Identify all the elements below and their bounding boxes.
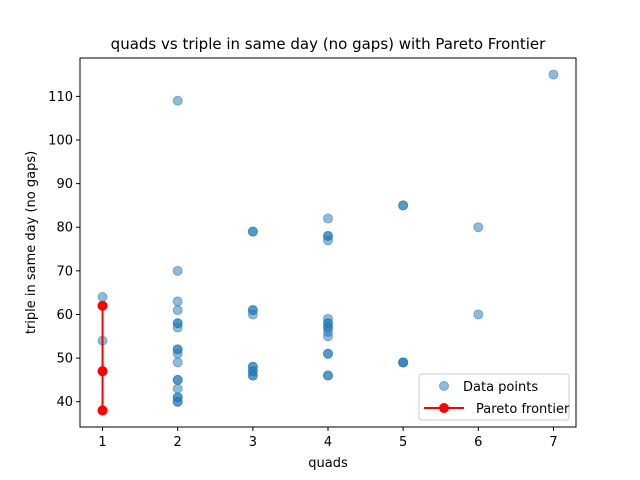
- data-point: [172, 95, 183, 106]
- data-point: [172, 396, 183, 407]
- pareto-point: [97, 300, 108, 311]
- data-point: [473, 222, 484, 233]
- legend: Data points Pareto frontier: [418, 373, 570, 421]
- x-axis-label: quads: [308, 456, 348, 471]
- data-point: [323, 348, 333, 359]
- x-tick-label: 7: [549, 435, 557, 450]
- x-tick-label: 2: [174, 435, 182, 450]
- data-point: [473, 309, 484, 320]
- data-point: [323, 370, 333, 381]
- y-tick-label: 50: [56, 352, 73, 367]
- x-tick-label: 6: [474, 435, 482, 450]
- pareto-point: [97, 366, 108, 377]
- data-point: [172, 305, 183, 316]
- y-tick-label: 100: [48, 134, 73, 149]
- data-point: [323, 331, 333, 342]
- x-tick-label: 1: [98, 435, 106, 450]
- y-tick-label: 40: [56, 395, 73, 410]
- y-axis-label: triple in same day (no gaps): [24, 151, 39, 334]
- data-point: [323, 235, 333, 246]
- data-point: [172, 383, 183, 394]
- legend-marker-data-points: [439, 381, 449, 391]
- data-point: [247, 226, 258, 237]
- data-point: [172, 265, 183, 276]
- data-point: [172, 374, 183, 385]
- y-tick-label: 90: [56, 177, 73, 192]
- y-tick-label: 110: [48, 90, 73, 105]
- y-axis: 40 50 60 70 80 90 100 110: [48, 90, 80, 410]
- pareto-point: [97, 405, 108, 416]
- data-point: [398, 200, 409, 211]
- y-tick-label: 70: [56, 264, 73, 279]
- x-tick-label: 3: [249, 435, 257, 450]
- legend-label-pareto: Pareto frontier: [476, 402, 570, 417]
- data-point: [323, 213, 333, 224]
- x-tick-label: 4: [324, 435, 332, 450]
- y-tick-label: 60: [56, 308, 73, 323]
- x-tick-label: 5: [399, 435, 407, 450]
- chart-title: quads vs triple in same day (no gaps) wi…: [111, 35, 546, 53]
- y-tick-label: 80: [56, 221, 73, 236]
- data-point: [97, 292, 108, 303]
- data-point: [548, 69, 559, 80]
- plot-area: [97, 69, 559, 416]
- data-point: [398, 357, 409, 368]
- data-point: [172, 296, 183, 307]
- data-point: [247, 309, 258, 320]
- data-point: [172, 322, 183, 333]
- data-point: [247, 370, 258, 381]
- x-axis: 1 2 3 4 5 6 7: [98, 427, 558, 450]
- data-point: [172, 348, 183, 359]
- legend-marker-pareto: [439, 403, 449, 413]
- data-point: [172, 357, 183, 368]
- legend-label-data-points: Data points: [463, 380, 538, 395]
